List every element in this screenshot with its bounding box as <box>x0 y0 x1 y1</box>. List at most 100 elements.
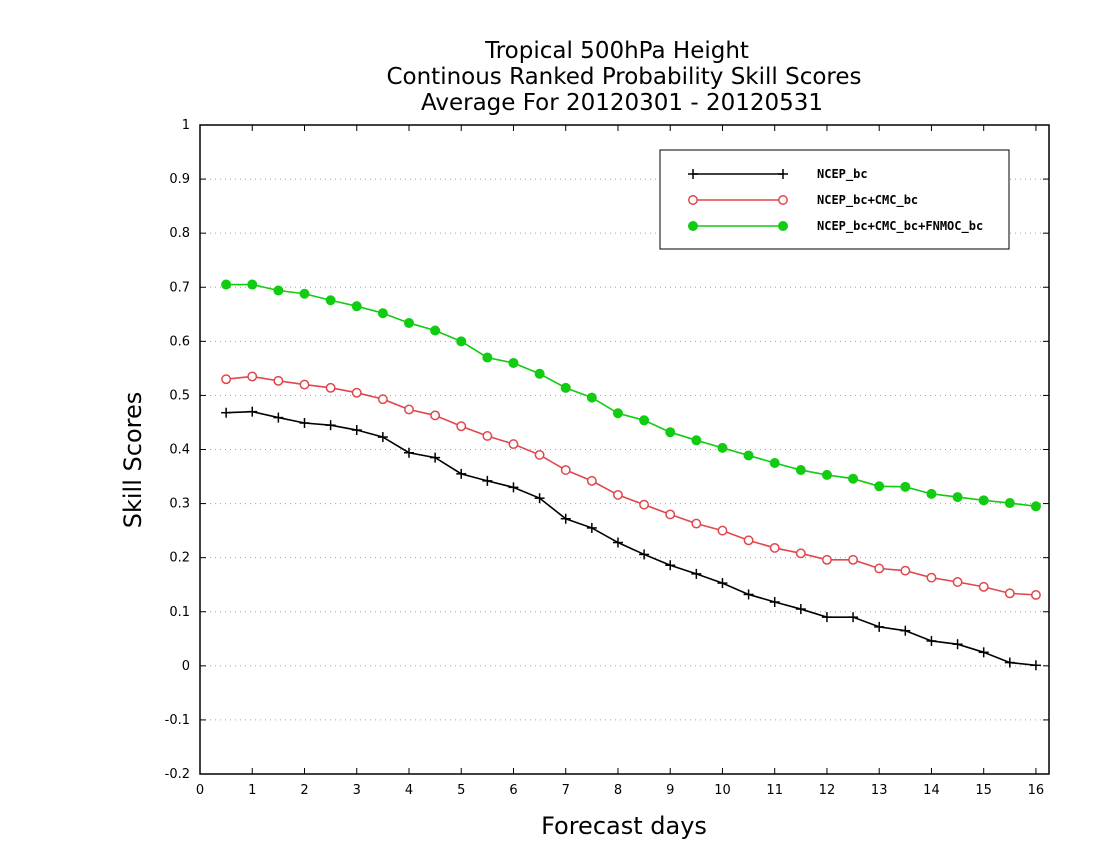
y-tick-label: 0.1 <box>169 605 190 620</box>
legend-label: NCEP_bc+CMC_bc <box>817 193 918 208</box>
data-point <box>978 647 989 658</box>
series-1 <box>221 406 1041 671</box>
data-point <box>822 554 832 565</box>
data-point <box>299 379 310 390</box>
data-point <box>482 352 493 363</box>
legend-marker-end <box>778 195 788 205</box>
data-point <box>926 488 937 499</box>
x-tick-labels: 0 1 2 3 4 5 6 7 8 9 10 11 12 13 14 15 16 <box>196 783 1044 798</box>
x-tick-label: 7 <box>562 783 570 798</box>
y-tick-label: 0 <box>182 659 190 674</box>
data-point <box>952 577 963 587</box>
chart-title-line-1: Tropical 500hPa Height <box>484 38 749 64</box>
x-tick-label: 3 <box>353 783 361 798</box>
data-point <box>769 597 780 608</box>
legend-entry-1: NCEP_bc <box>688 167 868 182</box>
data-point <box>665 427 676 438</box>
data-point <box>795 548 806 559</box>
y-tick-label: 0.5 <box>169 388 190 403</box>
data-point <box>1030 501 1041 512</box>
data-point <box>534 493 545 504</box>
data-point <box>848 473 859 484</box>
data-point <box>952 639 963 650</box>
data-point <box>1004 498 1015 509</box>
data-point <box>586 522 597 533</box>
data-point <box>456 336 467 347</box>
data-point <box>1004 588 1015 599</box>
x-tick-label: 12 <box>819 783 836 798</box>
data-point <box>586 392 597 403</box>
data-point <box>377 432 388 443</box>
series-line <box>226 283 1037 508</box>
legend-marker-start <box>688 169 698 179</box>
data-point <box>221 407 232 418</box>
data-point <box>508 482 519 493</box>
data-point <box>639 499 650 510</box>
data-point <box>717 525 728 536</box>
y-tick-label: 0.8 <box>169 226 190 241</box>
data-point <box>430 452 441 463</box>
data-point <box>273 412 284 423</box>
legend-marker-end <box>778 169 788 179</box>
y-tick-label: 0.2 <box>169 551 190 566</box>
legend-marker-end <box>778 221 788 231</box>
data-point <box>221 374 232 385</box>
data-point <box>848 554 859 565</box>
data-point <box>717 442 728 453</box>
data-point <box>613 489 623 500</box>
data-point <box>273 375 284 386</box>
x-tick-label: 14 <box>923 783 940 798</box>
y-tick-label: 0.3 <box>169 497 190 512</box>
data-point <box>665 560 676 571</box>
axis-ticks <box>199 124 1049 775</box>
data-point <box>560 382 571 393</box>
x-tick-label: 2 <box>300 783 308 798</box>
data-point <box>534 368 545 379</box>
data-point <box>325 420 336 431</box>
data-point <box>456 421 467 432</box>
x-tick-label: 5 <box>457 783 465 798</box>
y-tick-label: 0.7 <box>169 280 190 295</box>
x-tick-label: 6 <box>509 783 517 798</box>
x-tick-label: 0 <box>196 783 204 798</box>
x-tick-label: 11 <box>766 783 783 798</box>
data-point <box>874 621 885 632</box>
legend-label: NCEP_bc <box>817 167 868 182</box>
data-point <box>403 447 414 458</box>
data-point <box>691 568 702 579</box>
data-point <box>900 565 911 576</box>
data-point <box>900 625 911 636</box>
data-point <box>821 469 832 480</box>
data-point <box>769 542 780 553</box>
data-point <box>534 449 545 460</box>
legend-entry-3: NCEP_bc+CMC_bc+FNMOC_bc <box>688 219 983 234</box>
data-point <box>874 563 885 574</box>
data-point <box>612 408 623 419</box>
y-gridlines <box>200 178 1049 721</box>
data-point <box>691 435 702 446</box>
x-tick-label: 13 <box>871 783 888 798</box>
legend-marker-start <box>688 195 698 205</box>
data-point <box>1004 657 1015 668</box>
y-tick-label: 0.9 <box>169 172 190 187</box>
y-axis-label: Skill Scores <box>119 392 147 529</box>
data-point <box>377 308 388 319</box>
data-point <box>952 492 963 503</box>
data-point <box>273 285 284 296</box>
series-layer <box>221 279 1041 671</box>
data-point <box>508 439 519 450</box>
data-point <box>456 468 467 479</box>
x-axis-label: Forecast days <box>541 812 707 840</box>
data-point <box>482 475 493 486</box>
data-point <box>926 635 937 646</box>
data-point <box>299 288 310 299</box>
data-point <box>743 589 754 600</box>
legend: NCEP_bc NCEP_bc+CMC_bc NCEP_bc+CMC_bc+FNMO… <box>659 149 1010 250</box>
series-3 <box>221 279 1041 512</box>
x-tick-label: 8 <box>614 783 622 798</box>
data-point <box>978 495 989 506</box>
data-point <box>743 535 754 546</box>
data-point <box>351 387 362 398</box>
chart-title: Tropical 500hPa Height Continous Ranked … <box>386 38 861 116</box>
data-point <box>325 295 336 306</box>
